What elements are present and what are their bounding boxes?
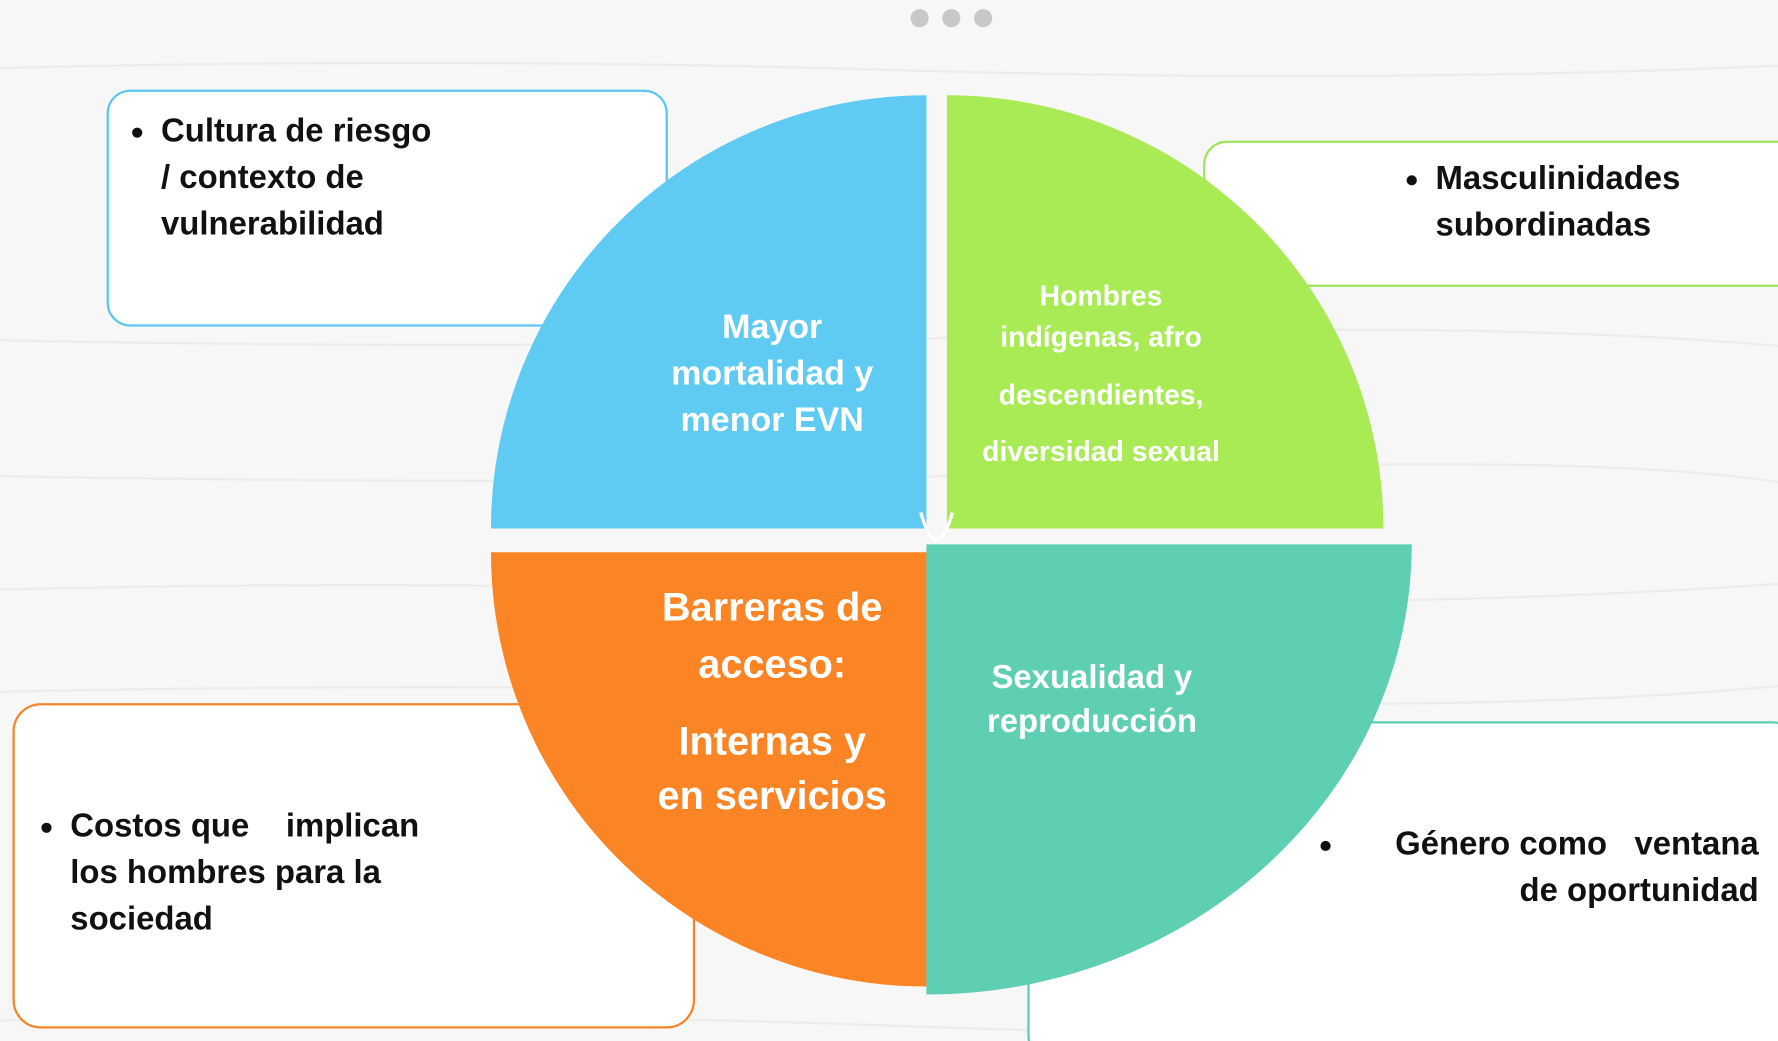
box-text: los hombres para la — [70, 853, 381, 890]
bullet — [132, 127, 143, 138]
pager-dots — [910, 9, 993, 28]
segment-text: mortalidad y — [671, 354, 873, 392]
box-text: Masculinidades — [1436, 159, 1681, 196]
box-text: subordinadas — [1436, 205, 1652, 242]
segment-text: en servicios — [658, 774, 887, 818]
segment-blue — [490, 95, 927, 529]
segment-text: Sexualidad y — [991, 658, 1193, 695]
box-text: / contexto de — [161, 158, 364, 195]
segment-text: reproducción — [987, 702, 1197, 739]
box-text: Costos que implican — [70, 806, 419, 843]
segment-green — [946, 95, 1384, 529]
box-text: Género como ventana — [1395, 825, 1759, 862]
segment-text: menor EVN — [681, 401, 864, 439]
segment-teal — [926, 544, 1412, 995]
bullet — [1406, 175, 1417, 186]
segment-text: Internas y — [678, 719, 865, 763]
segment-text: indígenas, afro — [1000, 322, 1201, 354]
box-text: sociedad — [70, 899, 213, 936]
segment-text: descendientes, — [999, 379, 1204, 411]
segment-text: acceso: — [698, 642, 846, 686]
box-text: de oportunidad — [1519, 871, 1758, 908]
bullet — [1320, 840, 1331, 852]
bullet — [41, 822, 52, 833]
segment-text: Hombres — [1040, 281, 1163, 313]
segment-text: Barreras de — [662, 586, 883, 630]
segment-orange — [490, 552, 927, 987]
box-text: Cultura de riesgo — [161, 111, 431, 148]
segment-text: Mayor — [722, 308, 822, 346]
segment-text: diversidad sexual — [982, 436, 1220, 468]
box-text: vulnerabilidad — [161, 204, 384, 241]
center-arrow — [919, 512, 955, 542]
